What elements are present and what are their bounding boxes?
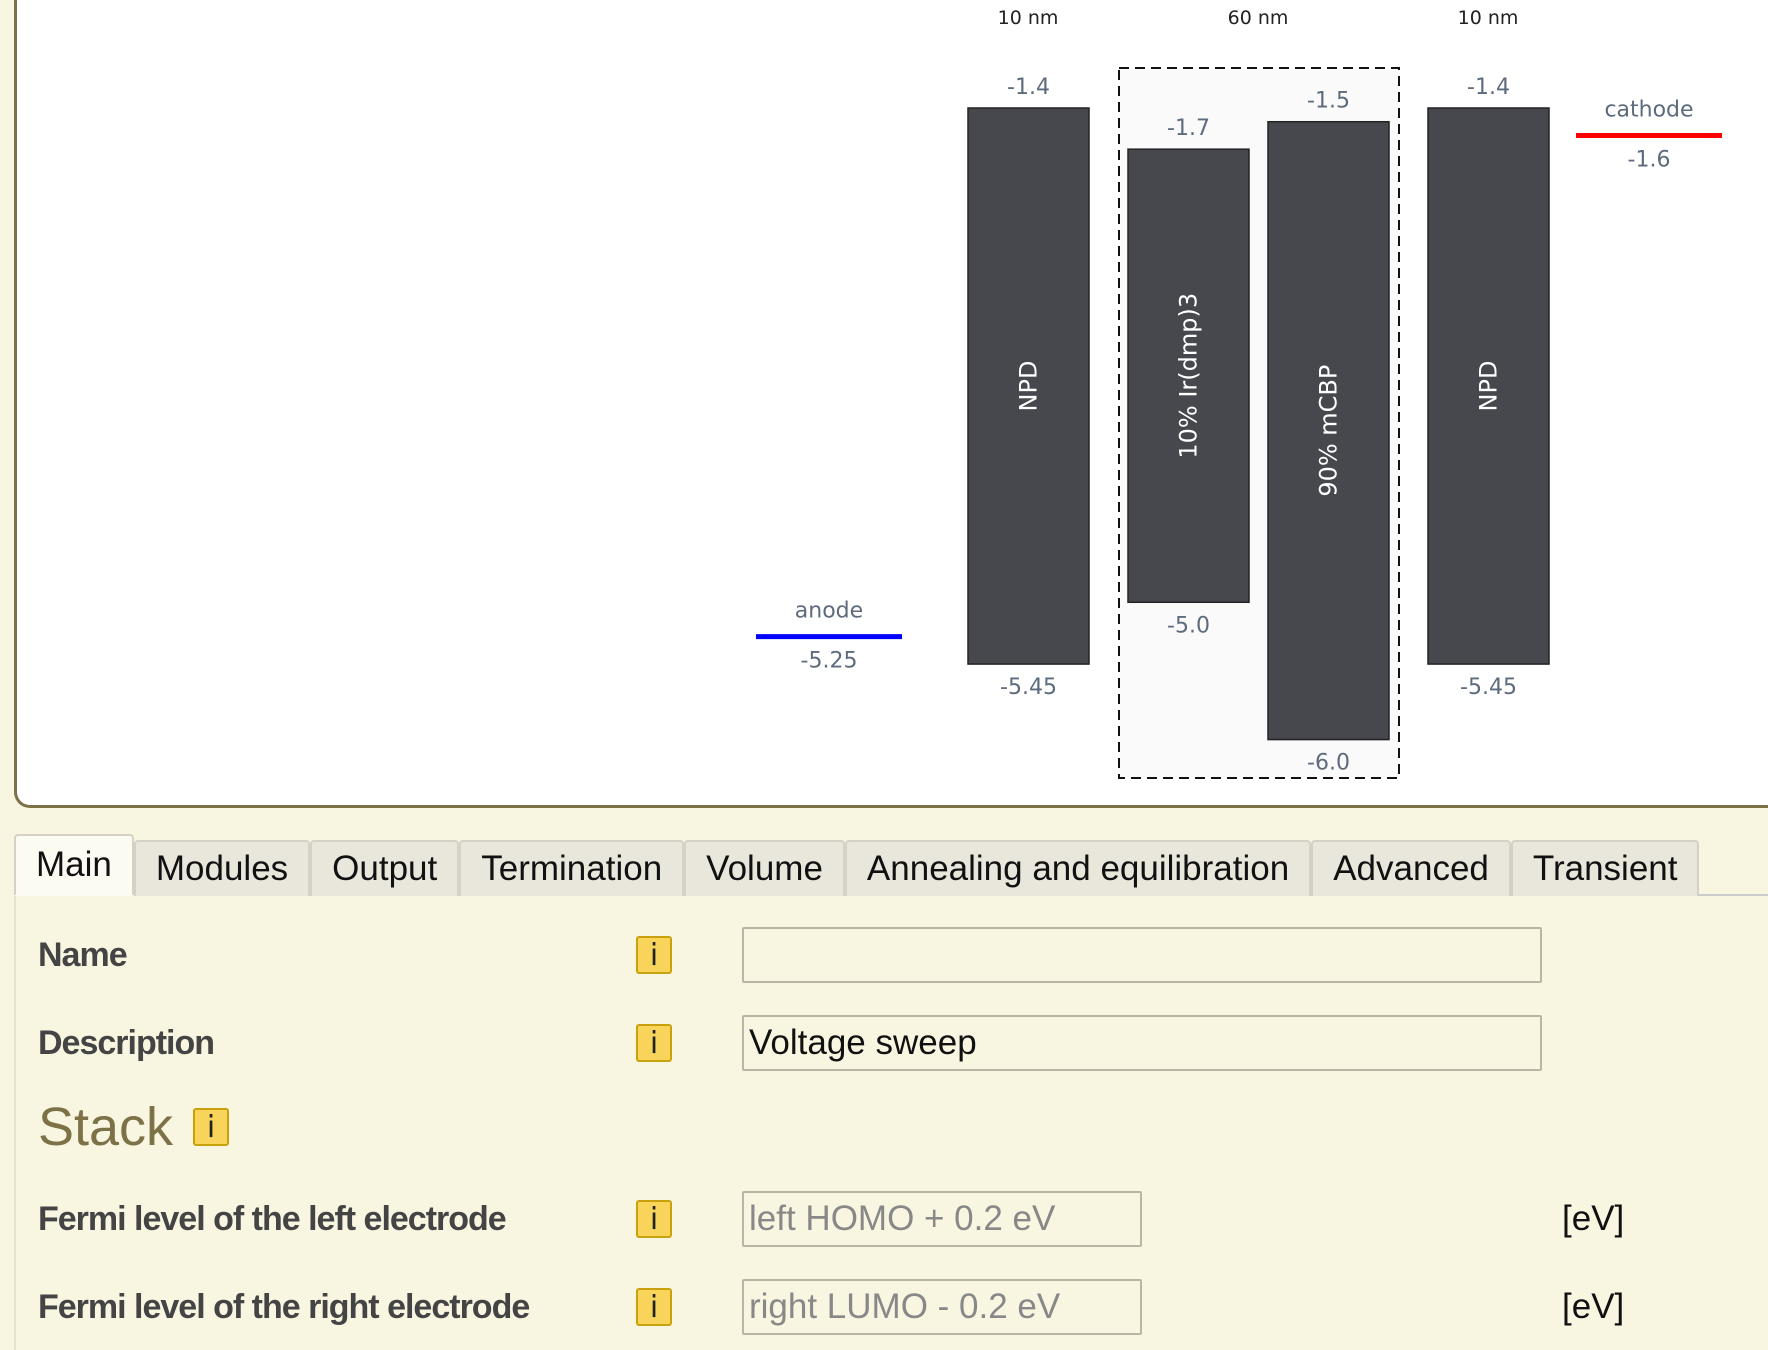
fermi-left-unit: [eV]: [1562, 1199, 1625, 1238]
main-tab-content: Name i Description i Stack i Fermi level…: [14, 896, 1768, 1350]
tab-advanced[interactable]: Advanced: [1311, 840, 1511, 896]
homo-label: -5.45: [1460, 675, 1517, 700]
lumo-label: -1.4: [1467, 75, 1510, 100]
fermi-left-label: Fermi level of the left electrode: [38, 1199, 507, 1238]
description-label: Description: [38, 1023, 215, 1062]
fermi-left-row: Fermi level of the left electrode i [eV]: [38, 1189, 1768, 1249]
energy-level-diagram: 10 nm 60 nm 10 nm -1.4 -5.45 NPD -1.7 -5.0 10% I…: [756, 7, 1722, 779]
lumo-label: -1.5: [1307, 89, 1350, 114]
layer-name: 90% mCBP: [1315, 365, 1343, 497]
tab-main[interactable]: Main: [14, 834, 134, 896]
layer-bar: [1267, 120, 1390, 741]
info-icon[interactable]: i: [636, 936, 672, 974]
thickness-label: 10 nm: [998, 7, 1059, 29]
homo-label: -5.45: [1000, 675, 1057, 700]
layer-bar: [1127, 148, 1250, 604]
tab-bar: Main Modules Output Termination Volume A…: [14, 834, 1768, 896]
tab-annealing[interactable]: Annealing and equilibration: [844, 840, 1312, 896]
fermi-right-row: Fermi level of the right electrode i [eV…: [38, 1277, 1768, 1337]
energy-diagram-panel: 10 nm 60 nm 10 nm -1.4 -5.45 NPD -1.7 -5.0 10% I…: [14, 0, 1768, 808]
description-input[interactable]: [749, 1023, 1535, 1063]
name-label: Name: [38, 935, 128, 974]
name-row: Name i: [38, 925, 1768, 985]
thickness-label: 60 nm: [1228, 7, 1289, 29]
info-icon[interactable]: i: [636, 1288, 672, 1326]
lumo-label: -1.4: [1007, 75, 1050, 100]
homo-label: -6.0: [1307, 751, 1350, 776]
info-icon[interactable]: i: [636, 1200, 672, 1238]
fermi-right-field[interactable]: [742, 1279, 1142, 1335]
anode-value: -5.25: [801, 649, 858, 674]
info-icon[interactable]: i: [193, 1108, 230, 1146]
stack-section: Stack i: [38, 1096, 230, 1158]
homo-label: -5.0: [1167, 613, 1210, 638]
tab-transient[interactable]: Transient: [1510, 840, 1700, 896]
description-field[interactable]: [742, 1015, 1542, 1071]
tab-termination[interactable]: Termination: [459, 840, 685, 896]
layer-bar: [1427, 107, 1550, 665]
layer-name: NPD: [1475, 361, 1503, 412]
fermi-left-field[interactable]: [742, 1191, 1142, 1247]
tab-modules[interactable]: Modules: [133, 840, 311, 896]
info-icon[interactable]: i: [636, 1024, 672, 1062]
fermi-right-label: Fermi level of the right electrode: [38, 1287, 530, 1326]
tab-volume[interactable]: Volume: [684, 840, 845, 896]
name-field[interactable]: [742, 927, 1542, 983]
fermi-right-unit: [eV]: [1562, 1287, 1625, 1326]
stack-heading: Stack: [38, 1097, 174, 1157]
cathode-label: cathode: [1604, 97, 1693, 122]
lumo-label: -1.7: [1167, 116, 1210, 141]
layer-bar: [967, 107, 1090, 665]
fermi-left-input[interactable]: [749, 1199, 1135, 1239]
description-row: Description i: [38, 1013, 1768, 1073]
name-input[interactable]: [749, 935, 1535, 975]
layer-name: 10% Ir(dmp)3: [1175, 293, 1203, 459]
layer-name: NPD: [1015, 361, 1043, 412]
thickness-label: 10 nm: [1458, 7, 1519, 29]
cathode-value: -1.6: [1628, 147, 1671, 172]
fermi-right-input[interactable]: [749, 1287, 1135, 1327]
tab-output[interactable]: Output: [310, 840, 460, 896]
anode-label: anode: [795, 599, 863, 624]
